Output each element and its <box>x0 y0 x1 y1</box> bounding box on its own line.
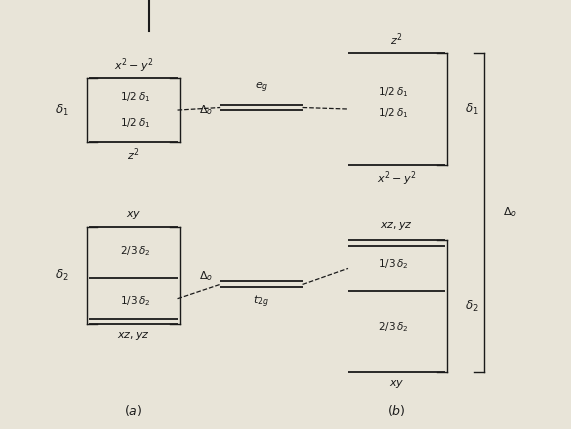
Text: $(a)$: $(a)$ <box>124 403 143 418</box>
Text: $xy$: $xy$ <box>126 209 141 221</box>
Text: $1/3\,\delta_2$: $1/3\,\delta_2$ <box>120 294 150 308</box>
Text: $1/2\,\delta_1$: $1/2\,\delta_1$ <box>120 91 150 104</box>
Text: $xy$: $xy$ <box>388 378 404 390</box>
Text: $x^2-y^2$: $x^2-y^2$ <box>114 56 153 75</box>
Text: $xz, yz$: $xz, yz$ <box>380 221 413 233</box>
Text: $\Delta_o$: $\Delta_o$ <box>199 269 213 283</box>
Text: $2/3\,\delta_2$: $2/3\,\delta_2$ <box>378 320 409 334</box>
Text: $z^2$: $z^2$ <box>390 31 403 48</box>
Text: $\delta_1$: $\delta_1$ <box>465 102 478 117</box>
Text: $(b)$: $(b)$ <box>387 403 405 418</box>
Text: $x^2-y^2$: $x^2-y^2$ <box>376 170 416 188</box>
Text: $1/3\,\delta_2$: $1/3\,\delta_2$ <box>378 257 409 271</box>
Text: $1/2\,\delta_1$: $1/2\,\delta_1$ <box>379 106 409 120</box>
Text: $1/2\,\delta_1$: $1/2\,\delta_1$ <box>379 85 409 99</box>
Text: $\delta_2$: $\delta_2$ <box>55 268 69 284</box>
Text: $z^2$: $z^2$ <box>127 147 140 163</box>
Text: $\Delta_o$: $\Delta_o$ <box>503 205 517 219</box>
Text: $1/2\,\delta_1$: $1/2\,\delta_1$ <box>120 116 150 130</box>
Text: $t_{2g}$: $t_{2g}$ <box>254 294 270 310</box>
Text: $\delta_1$: $\delta_1$ <box>55 103 69 118</box>
Text: $e_g$: $e_g$ <box>255 80 268 95</box>
Text: $\delta_2$: $\delta_2$ <box>465 299 478 314</box>
Text: $2/3\,\delta_2$: $2/3\,\delta_2$ <box>120 244 150 258</box>
Text: $\Delta_o$: $\Delta_o$ <box>199 103 213 117</box>
Text: $xz, yz$: $xz, yz$ <box>117 330 150 342</box>
